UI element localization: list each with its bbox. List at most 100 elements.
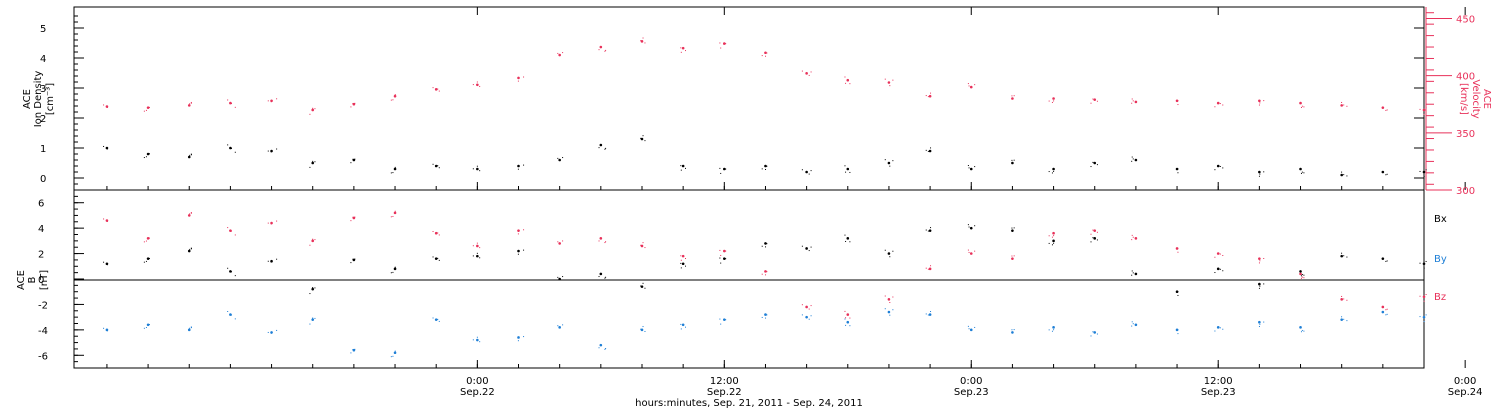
by-dot [143,327,145,329]
by-dot [1131,321,1133,323]
by-point [393,351,397,355]
by-dot [352,349,354,351]
density-point [723,167,726,171]
bx-dot [190,247,192,249]
bz-dot [350,220,352,222]
bx-dot [1048,242,1050,244]
density-dot [190,154,192,156]
bx-dot [562,276,564,278]
velocity-tick-label: 350 [1456,129,1475,140]
density-dot [1011,159,1013,161]
density-title-line-2: Ion Density [33,71,44,128]
density-dot [810,170,812,172]
density-tick-label: 3 [40,84,46,95]
bx-dot [314,287,316,289]
by-dot [314,317,316,319]
bz-dot [562,240,564,242]
velocity-dot [1177,100,1179,102]
by-dot [968,328,970,330]
bx-dot [190,248,192,250]
bz-point [723,249,726,253]
by-point [476,338,479,342]
velocity-dot [967,83,969,85]
velocity-point [146,106,150,109]
velocity-dot [517,77,519,79]
velocity-point [311,108,315,112]
bx-dot [312,287,314,289]
bz-dot [392,215,394,217]
velocity-dot [1343,104,1345,106]
density-dot [974,166,976,168]
density-dot [765,168,767,170]
bx-dot [1214,272,1216,274]
velocity-dot [1011,95,1013,97]
density-dot [267,150,269,152]
legend-by: By [1434,254,1447,265]
bx-point [764,242,767,245]
bz-dot [1301,276,1303,278]
by-dot [685,326,687,328]
bz-point [764,270,767,273]
b-tick-label: 4 [38,224,44,235]
density-dot [1346,175,1348,177]
by-dot [1419,316,1421,318]
velocity-dot [1301,105,1303,107]
bx-dot [766,243,768,245]
bz-dot [1090,233,1092,235]
density-dot [604,148,606,150]
velocity-dot [892,79,894,81]
density-dot [605,147,607,149]
velocity-dot [1090,102,1092,104]
density-dot [476,165,478,167]
by-dot [680,323,682,325]
velocity-dot [1222,104,1224,106]
bz-dot [476,242,478,244]
by-dot [517,340,519,342]
by-dot [925,313,927,315]
velocity-dot [392,99,394,101]
by-point [681,323,685,327]
by-dot [394,350,396,352]
by-dot [1051,330,1053,332]
bx-dot [438,259,440,261]
bx-dot [1341,252,1343,254]
density-dot [1012,162,1014,164]
bx-dot [1425,260,1427,262]
velocity-title-line-3: [km/s] [1458,83,1469,115]
density-dot [808,173,810,175]
bz-point [187,214,191,217]
by-point [928,313,932,316]
density-dot [685,167,687,169]
bz-dot [231,230,233,232]
by-dot [1303,330,1305,332]
bx-dot [394,266,396,268]
bx-dot [598,276,600,278]
density-dot [1263,171,1265,173]
velocity-dot [801,70,803,72]
density-point [1052,167,1055,171]
bx-dot [1343,255,1345,257]
density-dot [725,168,727,170]
density-dot [390,172,392,174]
bz-dot [227,227,229,229]
bz-dot [761,273,763,275]
bz-dot [685,258,687,260]
by-point [1422,315,1426,319]
by-point [640,328,644,332]
density-point [887,161,891,165]
velocity-point [476,83,479,87]
velocity-dot [559,54,561,56]
density-tick-label: 1 [40,144,46,155]
by-dot [234,318,236,320]
bx-dot [1011,227,1013,229]
bx-dot [930,227,932,229]
bz-dot [523,229,525,231]
density-dot [106,148,108,150]
density-tick-label: 0 [40,174,46,185]
bx-dot [557,276,559,278]
density-dot [598,147,600,149]
bz-dot [1222,254,1224,256]
bx-dot [685,265,687,267]
by-dot [190,326,192,328]
bz-point [1381,305,1385,309]
